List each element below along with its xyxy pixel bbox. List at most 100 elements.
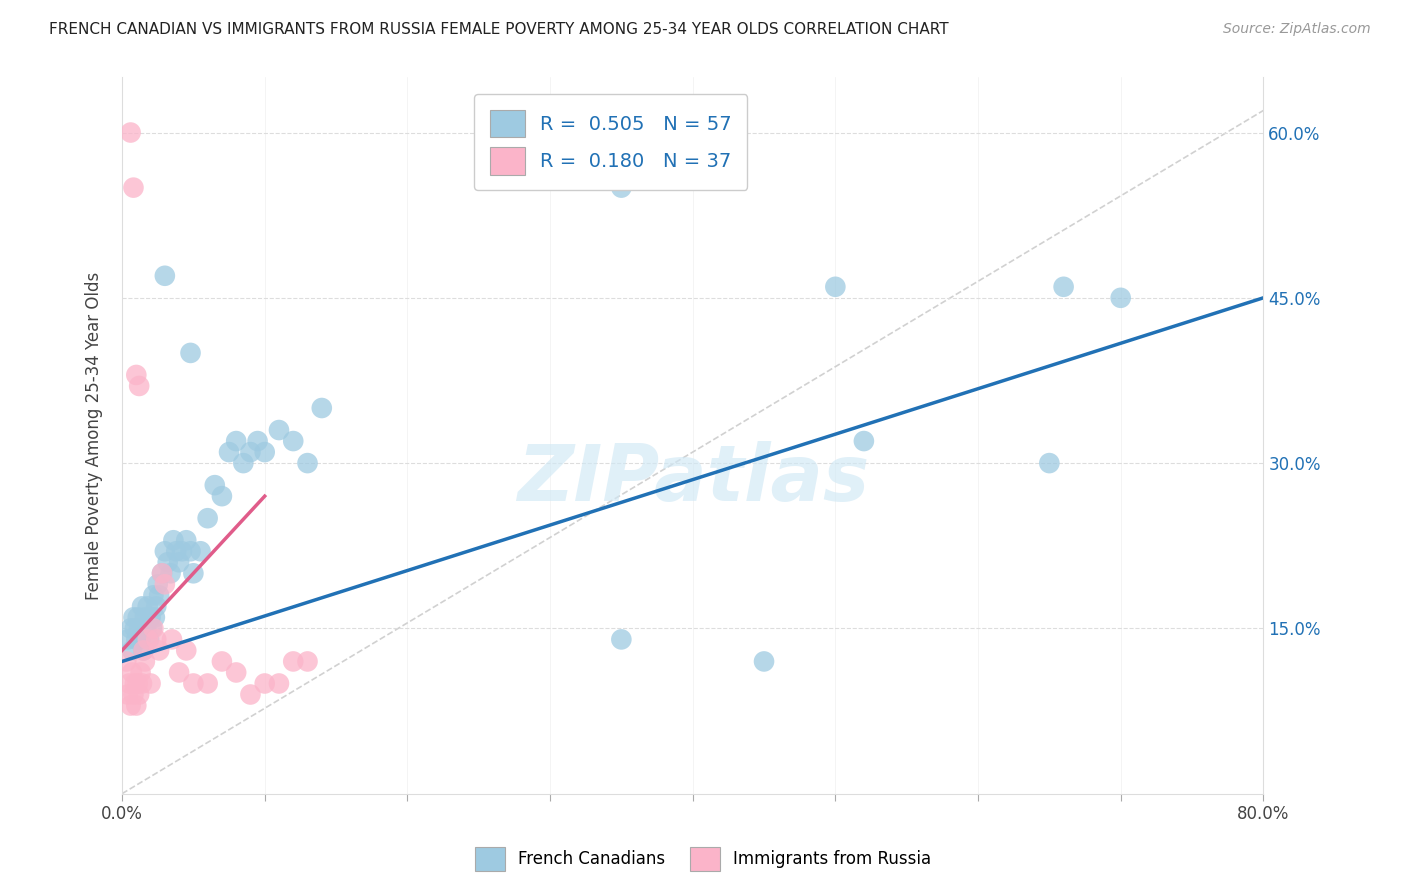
Text: FRENCH CANADIAN VS IMMIGRANTS FROM RUSSIA FEMALE POVERTY AMONG 25-34 YEAR OLDS C: FRENCH CANADIAN VS IMMIGRANTS FROM RUSSI… — [49, 22, 949, 37]
Point — [253, 676, 276, 690]
Legend: R =  0.505   N = 57, R =  0.180   N = 37: R = 0.505 N = 57, R = 0.180 N = 37 — [474, 95, 748, 190]
Point — [120, 698, 142, 713]
Point — [127, 610, 149, 624]
Point — [153, 268, 176, 283]
Legend: French Canadians, Immigrants from Russia: French Canadians, Immigrants from Russia — [467, 839, 939, 880]
Point — [121, 643, 143, 657]
Point — [153, 577, 176, 591]
Point — [752, 655, 775, 669]
Point — [232, 456, 254, 470]
Point — [127, 676, 149, 690]
Point — [118, 676, 141, 690]
Point — [124, 621, 146, 635]
Point — [131, 676, 153, 690]
Point — [283, 434, 305, 448]
Point — [148, 588, 170, 602]
Y-axis label: Female Poverty Among 25-34 Year Olds: Female Poverty Among 25-34 Year Olds — [86, 271, 103, 599]
Point — [120, 621, 142, 635]
Point — [145, 599, 167, 614]
Point — [129, 665, 152, 680]
Point — [142, 621, 165, 635]
Point — [610, 180, 633, 194]
Point — [311, 401, 333, 415]
Point — [211, 655, 233, 669]
Point — [225, 434, 247, 448]
Point — [134, 655, 156, 669]
Point — [297, 456, 319, 470]
Point — [153, 544, 176, 558]
Point — [239, 445, 262, 459]
Point — [150, 566, 173, 581]
Point — [148, 643, 170, 657]
Point — [1052, 280, 1074, 294]
Point — [267, 676, 290, 690]
Point — [121, 665, 143, 680]
Point — [167, 665, 190, 680]
Point — [132, 643, 155, 657]
Point — [134, 610, 156, 624]
Point — [128, 379, 150, 393]
Point — [1109, 291, 1132, 305]
Point — [143, 610, 166, 624]
Point — [162, 533, 184, 548]
Point — [125, 698, 148, 713]
Point — [120, 126, 142, 140]
Point — [239, 688, 262, 702]
Point — [183, 566, 205, 581]
Point — [190, 544, 212, 558]
Point — [132, 643, 155, 657]
Point — [142, 588, 165, 602]
Point — [139, 610, 162, 624]
Point — [197, 511, 219, 525]
Point — [167, 555, 190, 569]
Point — [125, 368, 148, 382]
Point — [1038, 456, 1060, 470]
Point — [141, 621, 163, 635]
Point — [128, 621, 150, 635]
Point — [124, 676, 146, 690]
Point — [122, 180, 145, 194]
Point — [117, 632, 139, 647]
Point — [204, 478, 226, 492]
Point — [267, 423, 290, 437]
Point — [174, 533, 197, 548]
Point — [122, 688, 145, 702]
Point — [136, 599, 159, 614]
Point — [180, 544, 202, 558]
Point — [183, 676, 205, 690]
Point — [225, 665, 247, 680]
Point — [136, 632, 159, 647]
Point — [150, 566, 173, 581]
Point — [156, 555, 179, 569]
Point — [297, 655, 319, 669]
Point — [852, 434, 875, 448]
Point — [283, 655, 305, 669]
Point — [824, 280, 846, 294]
Point — [165, 544, 187, 558]
Point — [117, 688, 139, 702]
Point — [211, 489, 233, 503]
Point — [128, 688, 150, 702]
Point — [131, 599, 153, 614]
Point — [170, 544, 193, 558]
Point — [174, 643, 197, 657]
Point — [159, 566, 181, 581]
Point — [180, 346, 202, 360]
Text: ZIPatlas: ZIPatlas — [516, 441, 869, 516]
Point — [253, 445, 276, 459]
Point — [139, 676, 162, 690]
Point — [135, 621, 157, 635]
Point — [197, 676, 219, 690]
Point — [125, 632, 148, 647]
Point — [146, 577, 169, 591]
Point — [129, 632, 152, 647]
Point — [115, 655, 138, 669]
Point — [246, 434, 269, 448]
Text: Source: ZipAtlas.com: Source: ZipAtlas.com — [1223, 22, 1371, 37]
Point — [145, 632, 167, 647]
Point — [160, 632, 183, 647]
Point — [218, 445, 240, 459]
Point — [610, 632, 633, 647]
Point — [138, 632, 160, 647]
Point — [122, 610, 145, 624]
